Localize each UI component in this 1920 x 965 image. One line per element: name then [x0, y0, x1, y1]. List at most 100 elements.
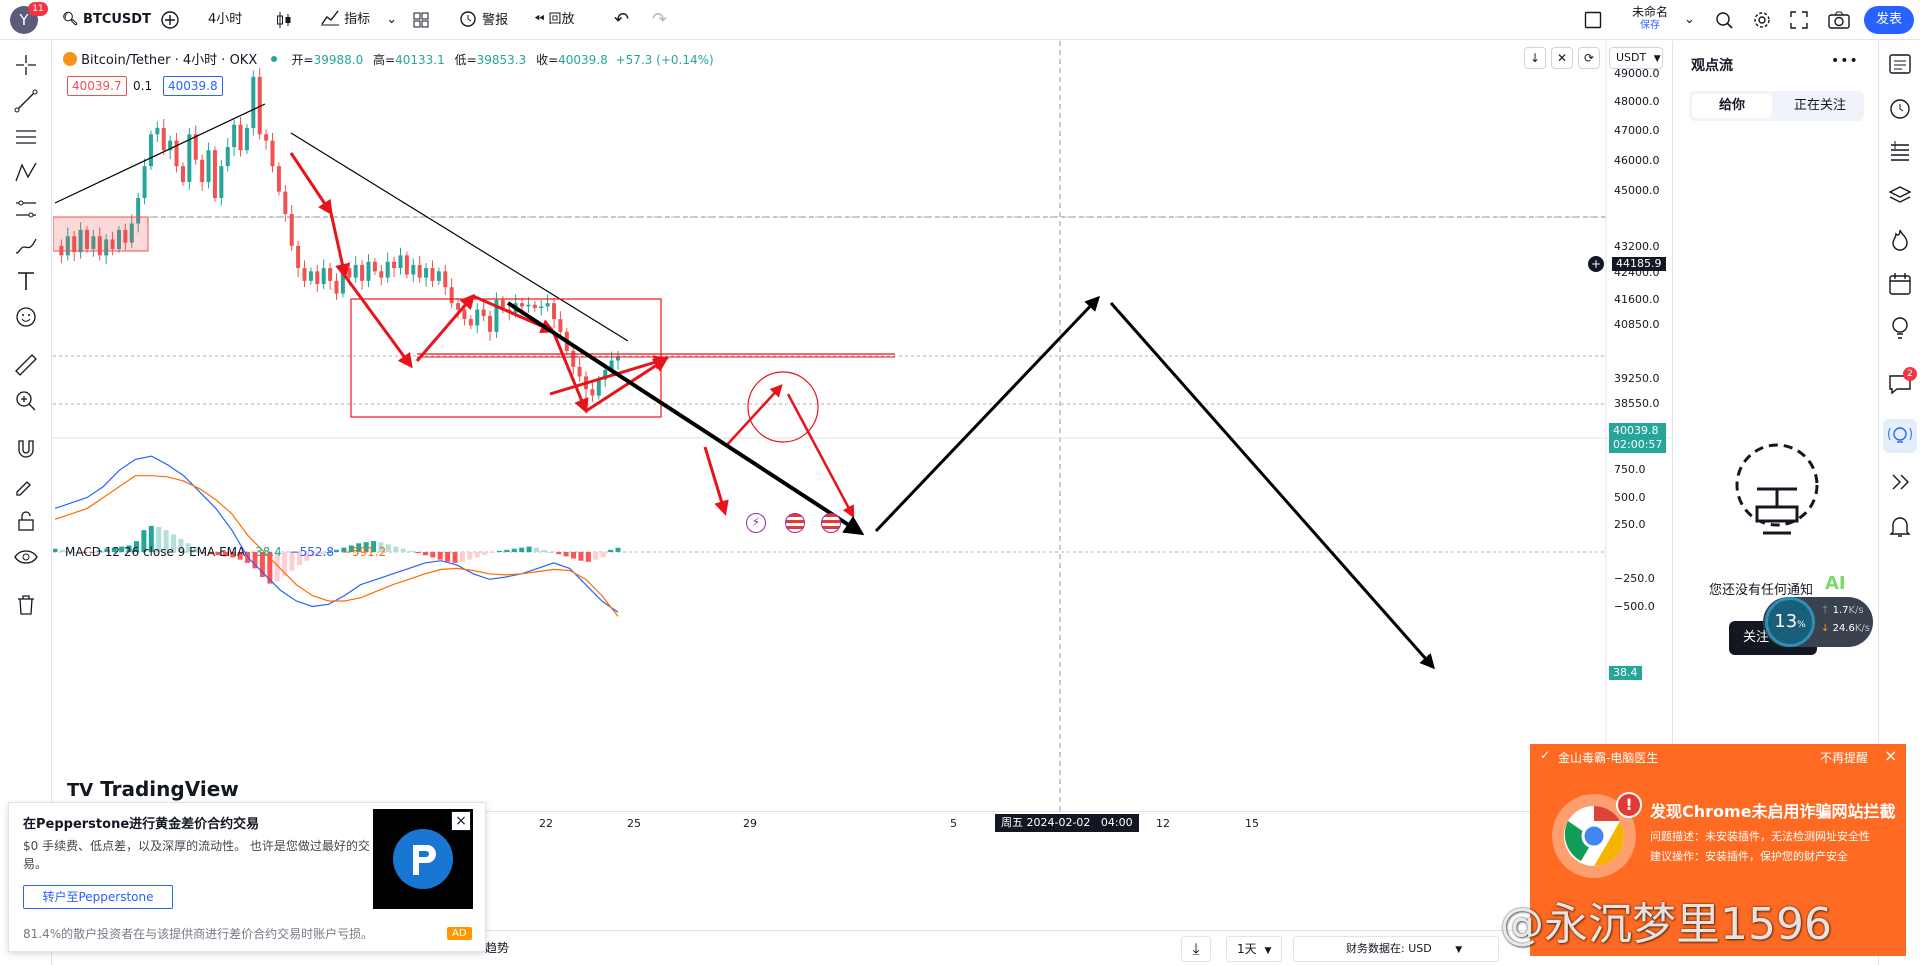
tab-for-you[interactable]: 给你 [1692, 94, 1772, 118]
ideas-lightbulb-icon[interactable] [1887, 315, 1913, 341]
alert-button[interactable]: 警报 [458, 8, 508, 32]
toast-dismiss-link[interactable]: 不再提醒 [1820, 751, 1869, 765]
watchlist-icon[interactable] [1887, 51, 1913, 77]
range-select[interactable]: 1天 ▼ [1226, 936, 1282, 962]
red-arrow[interactable] [549, 355, 669, 396]
trend-tab[interactable]: 趋势 [485, 941, 510, 955]
crosshair-add-icon[interactable]: + [1588, 256, 1604, 272]
ideas-active-button[interactable] [1883, 419, 1917, 453]
chart-area[interactable]: Bitcoin/Tether · 4小时 · OKX 开=39988.0 高=4… [53, 41, 1671, 877]
bid-price-box[interactable]: 40039.7 [67, 76, 127, 96]
macd-histogram-bar [326, 552, 332, 553]
download-button[interactable]: ⤓ [1181, 936, 1211, 962]
target-circle[interactable] [747, 371, 819, 443]
scroll-down-button[interactable]: ↓ [1524, 47, 1546, 69]
macd-legend[interactable]: MACD 12 26 close 9 EMA EMA 38.4 −552.8 −… [65, 545, 386, 559]
horizontal-lines-icon[interactable] [12, 123, 40, 151]
pattern-icon[interactable] [12, 159, 40, 187]
candle [276, 162, 281, 196]
red-arrow[interactable] [786, 393, 855, 519]
more-options-button[interactable]: ••• [1831, 53, 1859, 69]
quick-search-button[interactable] [1714, 8, 1734, 32]
alerts-clock-icon[interactable] [1887, 95, 1913, 121]
chart-type-button[interactable] [275, 8, 293, 32]
lightning-event-icon[interactable]: ⚡︎ [746, 513, 766, 533]
ad-close-button[interactable]: × [451, 811, 471, 831]
empty-state-text: 您还没有任何通知 [1709, 583, 1814, 598]
pepperstone-ad[interactable]: 在Pepperstone进行黄金差价合约交易 $0 手续费、低点差，以及深厚的流… [8, 802, 486, 952]
time-axis-label: 5 [950, 817, 957, 830]
emoji-icon[interactable] [12, 303, 40, 331]
crosshair-icon[interactable] [12, 51, 40, 79]
red-arrow[interactable] [551, 330, 589, 414]
currency-select[interactable]: USDT ▼ [1609, 47, 1663, 69]
add-symbol-button[interactable] [160, 8, 182, 32]
red-arrow[interactable] [343, 275, 413, 369]
fullscreen-button[interactable] [1790, 8, 1808, 32]
redo-button[interactable]: ↷ [652, 9, 668, 30]
red-arrow[interactable] [725, 384, 783, 447]
text-icon[interactable] [12, 267, 40, 295]
publish-button[interactable]: 发表 [1864, 6, 1914, 34]
financials-currency-select[interactable]: 财务数据在: USD ▼ [1293, 936, 1499, 962]
layout-name-button[interactable]: 未命名 保存 [1622, 5, 1678, 35]
lock-icon[interactable] [12, 507, 40, 535]
undo-button[interactable]: ↶ [614, 9, 630, 30]
zoom-in-icon[interactable] [12, 387, 40, 415]
black-arrow-down[interactable] [506, 301, 865, 536]
indicators-button[interactable]: 指标 ⌄ [320, 8, 397, 32]
candle [526, 297, 531, 313]
ad-cta-button[interactable]: 转户至Pepperstone [23, 885, 173, 909]
red-arrow[interactable] [329, 212, 350, 279]
red-arrow[interactable] [289, 152, 333, 216]
forecast-icon[interactable] [12, 195, 40, 223]
trend-line-icon[interactable] [12, 87, 40, 115]
trend-line-down[interactable] [290, 132, 629, 342]
security-toast[interactable]: ✓ 金山毒霸-电脑医生 不再提醒 × ! 发现Chrome未启用诈骗网站拦截 问… [1530, 744, 1906, 956]
trend-line-up[interactable] [54, 103, 266, 204]
symbol-title[interactable]: Bitcoin/Tether · 4小时 · OKX [81, 53, 258, 68]
snapshot-button[interactable] [1828, 8, 1850, 32]
brush-icon[interactable] [12, 231, 40, 259]
crosshair-time-label: 周五 2024-02-02 04:00 [995, 814, 1139, 832]
refresh-button[interactable]: ⟳ [1578, 47, 1600, 69]
layout-toggle[interactable] [1584, 8, 1602, 32]
stream-icon[interactable] [1887, 469, 1913, 495]
bell-icon[interactable] [1887, 513, 1913, 539]
red-arrow[interactable] [703, 446, 729, 516]
settings-button[interactable] [1752, 8, 1772, 32]
toast-close-button[interactable]: × [1884, 746, 1898, 765]
magnet-icon[interactable] [12, 435, 40, 463]
hotlist-fire-icon[interactable] [1887, 227, 1913, 253]
symbol-search[interactable]: 🔍︎ BTCUSDT [62, 8, 151, 32]
layers-icon[interactable] [1887, 183, 1913, 209]
download-icon: ⤓ [1192, 939, 1200, 958]
interval-button[interactable]: 4小时 [208, 12, 243, 27]
candle [532, 300, 537, 312]
eye-icon[interactable] [12, 543, 40, 571]
range-box-left[interactable] [53, 216, 149, 252]
macd-histogram-bar [504, 549, 510, 552]
calendar-icon[interactable] [1887, 271, 1913, 297]
data-window-icon[interactable] [1887, 139, 1913, 165]
consolidation-box[interactable] [350, 298, 662, 418]
us-flag-event-icon[interactable] [785, 513, 805, 533]
red-arrow[interactable] [415, 293, 475, 362]
chart-canvas[interactable] [53, 41, 1671, 877]
macd-histogram-bar [452, 552, 458, 563]
black-arrow-up[interactable] [874, 295, 1101, 533]
ask-price-box[interactable]: 40039.8 [163, 76, 223, 96]
indicators-icon [321, 10, 339, 26]
ad-tag: AD [447, 927, 472, 940]
us-flag-event-icon-2[interactable] [821, 513, 841, 533]
lock-draw-icon[interactable] [12, 471, 40, 499]
templates-button[interactable] [412, 8, 430, 32]
ruler-icon[interactable] [12, 351, 40, 379]
black-arrow-down-2[interactable] [1109, 302, 1435, 670]
trash-icon[interactable] [12, 591, 40, 619]
layout-menu-chevron[interactable]: ⌄ [1684, 12, 1695, 27]
close-compare-button[interactable]: ✕ [1551, 47, 1573, 69]
tab-following[interactable]: 正在关注 [1793, 98, 1846, 113]
replay-button[interactable]: ⏪︎ 回放 [534, 8, 575, 32]
network-speed-widget[interactable]: 13% ↑ 1.7K/s ↓ 24.6K/s [1763, 597, 1873, 647]
